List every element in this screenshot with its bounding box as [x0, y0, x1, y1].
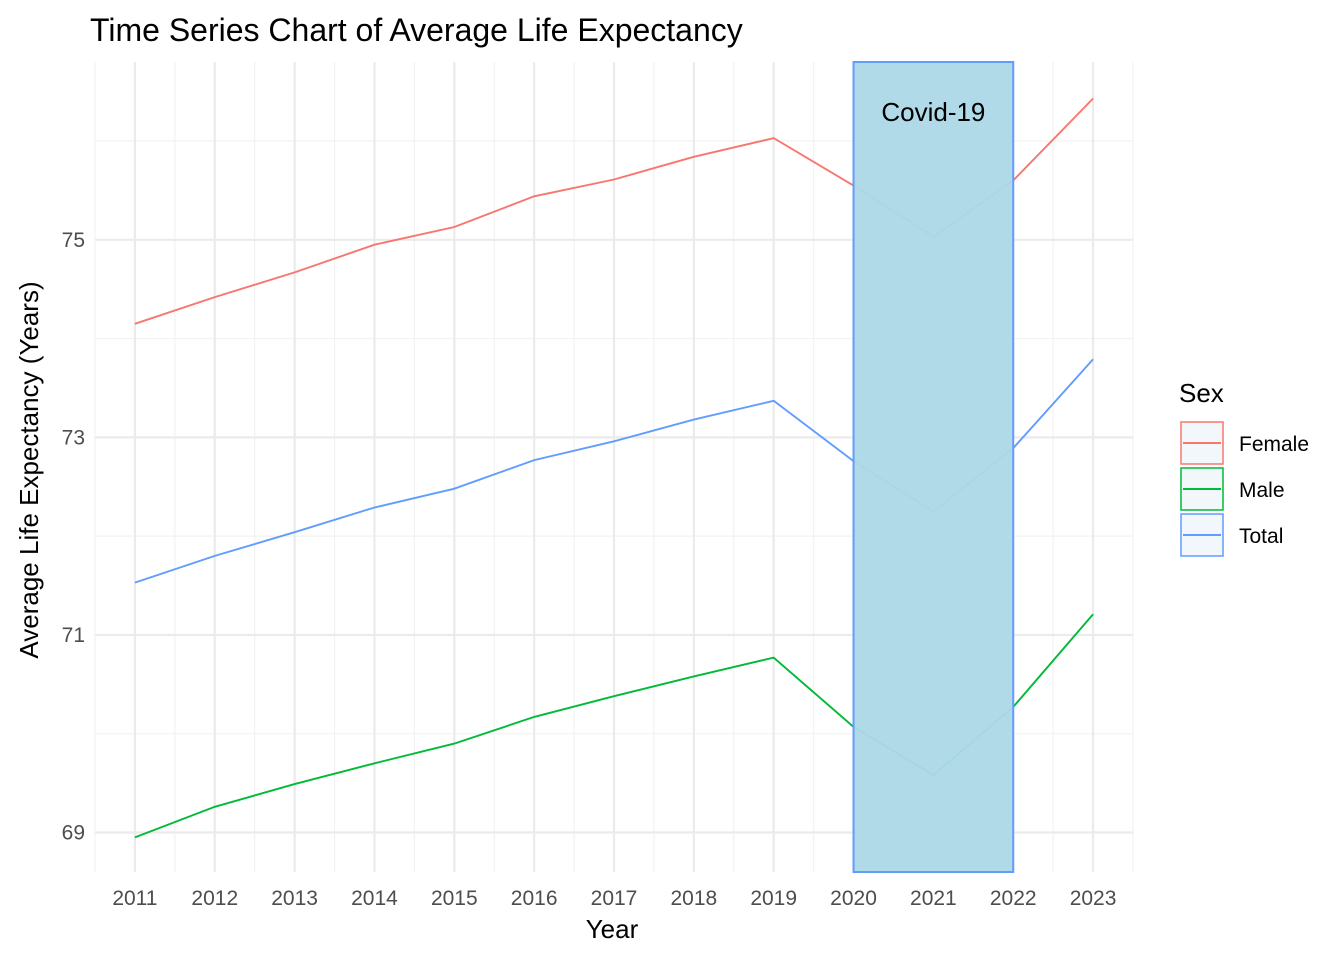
x-axis-ticks: 2011 2012 2013 2014 2015 2016 2017 2018 2019 2020…: [112, 887, 1116, 910]
legend-item-total: Total: [1180, 513, 1283, 557]
legend-label-total: Total: [1239, 525, 1283, 548]
x-tick-label: 2020: [830, 887, 877, 910]
y-axis-title: Average Life Expectancy (Years): [14, 281, 44, 658]
legend-label-female: Female: [1239, 433, 1309, 456]
x-tick-label: 2014: [351, 887, 398, 910]
covid-annotation-label: Covid-19: [881, 97, 985, 127]
x-tick-label: 2023: [1070, 887, 1117, 910]
x-tick-label: 2017: [591, 887, 638, 910]
x-tick-label: 2021: [910, 887, 957, 910]
legend: Sex Female Male Total: [1179, 378, 1309, 557]
x-axis-title: Year: [586, 914, 639, 944]
legend-title: Sex: [1179, 378, 1224, 408]
x-tick-label: 2022: [990, 887, 1037, 910]
y-tick-label: 71: [62, 624, 85, 647]
x-tick-label: 2015: [431, 887, 478, 910]
covid-shaded-region: [852, 61, 1015, 873]
annotation-layer: Covid-19: [852, 61, 1015, 873]
y-tick-label: 73: [62, 426, 85, 449]
y-tick-label: 75: [62, 229, 85, 252]
x-tick-label: 2019: [750, 887, 797, 910]
x-tick-label: 2012: [191, 887, 238, 910]
y-tick-label: 69: [62, 821, 85, 844]
x-tick-label: 2011: [112, 887, 157, 910]
legend-item-male: Male: [1180, 467, 1285, 511]
x-tick-label: 2018: [670, 887, 717, 910]
chart-title: Time Series Chart of Average Life Expect…: [90, 12, 743, 48]
x-tick-label: 2013: [271, 887, 318, 910]
legend-item-female: Female: [1180, 421, 1309, 465]
y-axis-ticks: 69 71 73 75: [62, 229, 85, 845]
legend-label-male: Male: [1239, 479, 1285, 502]
x-tick-label: 2016: [511, 887, 558, 910]
